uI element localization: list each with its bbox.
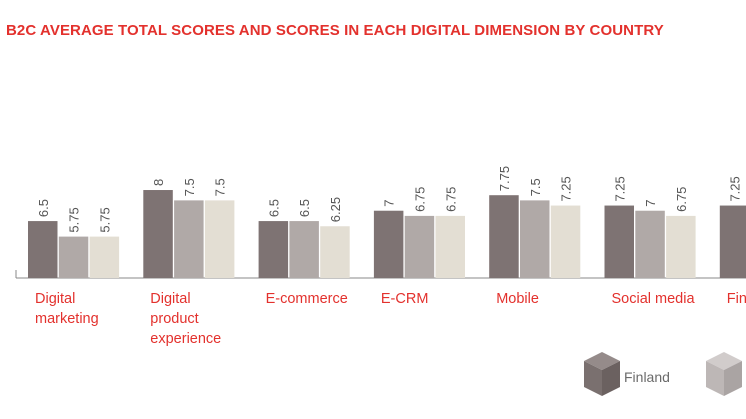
bar xyxy=(258,221,289,278)
bar xyxy=(89,236,120,278)
bar xyxy=(320,226,350,278)
category-label: Social media xyxy=(612,291,696,307)
category-label: E-commerce xyxy=(266,291,348,307)
data-label: 7.5 xyxy=(182,178,197,196)
data-label: 7.5 xyxy=(528,178,543,196)
bar xyxy=(550,205,581,278)
data-label: 6.5 xyxy=(36,199,51,217)
data-label: 7.25 xyxy=(612,176,627,201)
bar xyxy=(489,195,519,278)
data-label: 6.5 xyxy=(297,199,312,217)
data-label: 7 xyxy=(643,199,658,206)
category-label: Fin xyxy=(727,291,746,307)
legend-label: Finland xyxy=(624,369,670,385)
category-label: Digital xyxy=(35,291,75,307)
data-label: 6.5 xyxy=(266,199,281,217)
category-label: marketing xyxy=(35,311,99,327)
data-label: 8 xyxy=(151,179,166,186)
data-label: 7.5 xyxy=(213,178,228,196)
cube-icon xyxy=(706,352,742,396)
bar xyxy=(604,205,634,278)
category-label: product xyxy=(150,311,198,327)
data-label: 7.25 xyxy=(559,176,574,201)
bar xyxy=(404,215,435,278)
data-label: 7.25 xyxy=(728,176,743,201)
data-label: 6.75 xyxy=(674,187,689,212)
bar xyxy=(435,215,465,278)
category-label: Mobile xyxy=(496,291,539,307)
bar xyxy=(58,236,89,278)
data-label: 5.75 xyxy=(67,207,82,232)
bar xyxy=(204,200,235,278)
chart-title: B2C AVERAGE TOTAL SCORES AND SCORES IN E… xyxy=(6,22,664,39)
bar xyxy=(289,221,319,278)
data-label: 6.25 xyxy=(328,197,343,222)
category-label: E-CRM xyxy=(381,291,429,307)
bar xyxy=(28,221,58,278)
bar xyxy=(520,200,550,278)
bar xyxy=(174,200,204,278)
category-label: experience xyxy=(150,331,221,347)
data-label: 6.75 xyxy=(443,187,458,212)
bar xyxy=(666,215,696,278)
bar xyxy=(635,210,665,278)
data-label: 7 xyxy=(382,199,397,206)
bar xyxy=(373,210,404,278)
bar xyxy=(143,190,173,278)
cube-icon xyxy=(584,352,620,396)
category-label: Digital xyxy=(150,291,190,307)
data-label: 7.75 xyxy=(497,166,512,191)
bar xyxy=(719,205,746,278)
data-label: 5.75 xyxy=(97,207,112,232)
data-label: 6.75 xyxy=(412,187,427,212)
